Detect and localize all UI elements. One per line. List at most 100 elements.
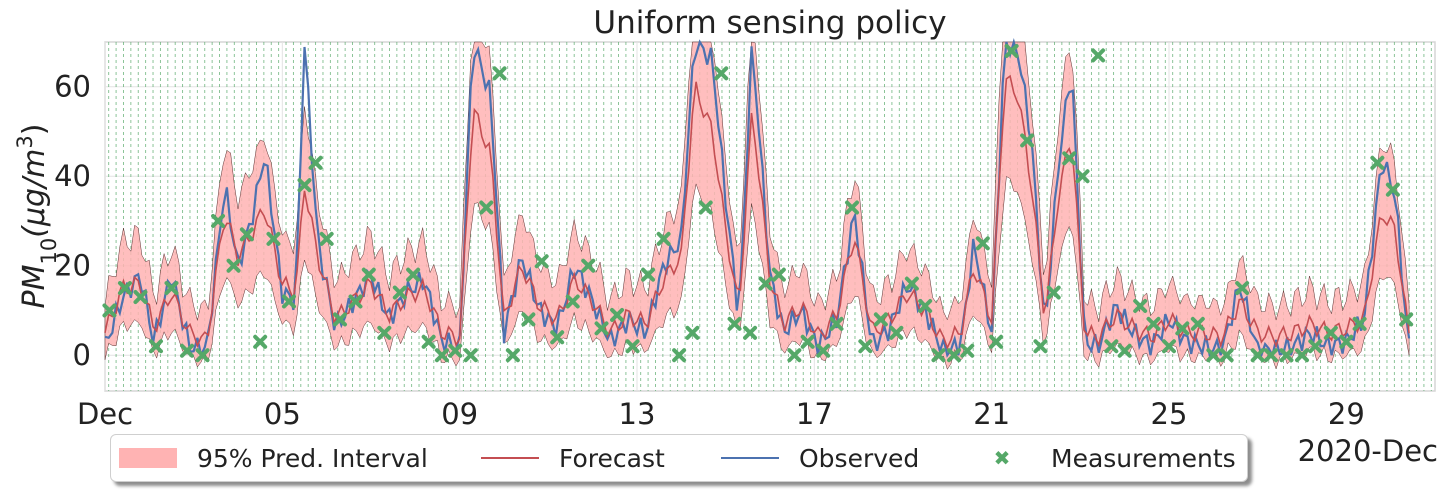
measurement-point <box>239 227 254 242</box>
measurement-stroke <box>610 307 625 322</box>
measurement-stroke <box>581 258 596 273</box>
measurement-point <box>463 348 478 363</box>
measurement-point <box>1323 325 1338 340</box>
measurement-point <box>989 334 1004 349</box>
measurement-stroke <box>463 348 478 363</box>
legend-label-observed: Observed <box>799 443 920 473</box>
measurement-stroke <box>931 348 946 363</box>
measurement-point <box>625 339 640 354</box>
measurement-stroke <box>211 213 226 228</box>
measurement-point <box>975 236 990 251</box>
measurement-point <box>565 294 580 309</box>
measurement-stroke <box>102 303 117 318</box>
measurement-point <box>858 339 873 354</box>
measurement-stroke <box>1046 285 1061 300</box>
measurement-point <box>594 321 609 336</box>
measurement-point <box>1190 316 1205 331</box>
measurement-point <box>1104 339 1119 354</box>
y-label-sub: 10 <box>37 238 61 265</box>
measurement-point <box>1219 348 1234 363</box>
legend-swatch-measurements: ✖ <box>993 446 1011 470</box>
measurement-stroke <box>195 348 210 363</box>
measurement-point <box>448 343 463 358</box>
x-tick-label: 17 <box>796 397 833 431</box>
measurement-point <box>685 325 700 340</box>
measurement-point <box>1295 348 1309 363</box>
measurement-point <box>1162 339 1176 354</box>
measurement-point <box>918 298 933 313</box>
measurement-point <box>1339 334 1354 349</box>
measurement-point <box>102 303 117 318</box>
measurement-stroke <box>332 312 347 327</box>
measurement-point <box>253 334 268 349</box>
measurement-stroke <box>534 254 549 269</box>
measurement-point <box>873 312 888 327</box>
measurement-stroke <box>960 343 975 358</box>
measurement-point <box>727 316 742 331</box>
measurement-stroke <box>946 348 961 363</box>
y-label-main: PM <box>17 264 52 308</box>
y-label-unit: (μg/m <box>17 149 52 238</box>
measurement-point <box>180 343 195 358</box>
measurement-stroke <box>133 290 148 305</box>
measurement-stroke <box>266 231 281 246</box>
x-tick-label: 25 <box>1151 397 1188 431</box>
measurement-point <box>1370 155 1385 170</box>
measurement-stroke <box>685 325 700 340</box>
measurement-point <box>816 343 831 358</box>
y-tick-label: 40 <box>54 159 91 193</box>
forecast-line <box>104 74 1410 350</box>
measurement-point <box>164 281 179 296</box>
measurement-stroke <box>448 343 463 358</box>
measurement-point <box>377 325 392 340</box>
measurement-point <box>829 316 844 331</box>
measurement-point <box>1004 43 1019 58</box>
measurement-stroke <box>117 281 132 296</box>
measurement-point <box>505 348 520 363</box>
measurement-stroke <box>1339 334 1354 349</box>
measurement-point <box>889 325 904 340</box>
y-label-close: ) <box>17 124 52 136</box>
measurement-point <box>1279 348 1294 363</box>
measurement-stroke <box>1190 316 1205 331</box>
measurement-stroke <box>1075 169 1090 184</box>
measurement-point <box>610 307 625 322</box>
measurement-stroke <box>297 178 312 193</box>
measurement-stroke <box>656 231 671 246</box>
measurement-point <box>1175 321 1190 336</box>
legend-swatch-forecast <box>481 457 539 459</box>
measurement-point <box>117 281 132 296</box>
legend-label-measurements: Measurements <box>1051 443 1236 473</box>
measurement-layer <box>102 43 1414 363</box>
measurement-stroke <box>1162 339 1176 354</box>
measurement-stroke <box>521 312 536 327</box>
measurement-stroke <box>1250 348 1265 363</box>
measurement-stroke <box>348 294 363 309</box>
measurement-point <box>297 178 312 193</box>
tick-layer: 0 20 40 60 Dec 05 09 13 17 21 25 29 <box>54 70 1365 431</box>
measurement-stroke <box>845 200 860 215</box>
measurement-point <box>1091 48 1106 63</box>
measurement-point <box>348 294 363 309</box>
measurement-point <box>421 334 436 349</box>
y-tick-label: 0 <box>73 338 91 372</box>
measurement-point <box>1385 182 1400 197</box>
measurement-stroke <box>434 348 449 363</box>
measurement-stroke <box>975 236 990 251</box>
legend-item-observed: Observed <box>721 435 919 481</box>
measurement-stroke <box>698 200 713 215</box>
measurement-stroke <box>253 334 268 349</box>
measurement-stroke <box>1263 348 1278 363</box>
y-axis-label: PM10(μg/m3) <box>13 124 61 309</box>
measurement-point <box>698 200 713 215</box>
measurement-stroke <box>1323 325 1338 340</box>
measurement-stroke <box>743 325 758 340</box>
observed-line <box>104 37 1411 359</box>
measurement-point <box>641 267 656 282</box>
legend-swatch-interval <box>119 448 177 468</box>
measurement-point <box>479 200 494 215</box>
measurement-stroke <box>392 285 407 300</box>
measurement-stroke <box>989 334 1004 349</box>
measurement-point <box>1352 316 1367 331</box>
